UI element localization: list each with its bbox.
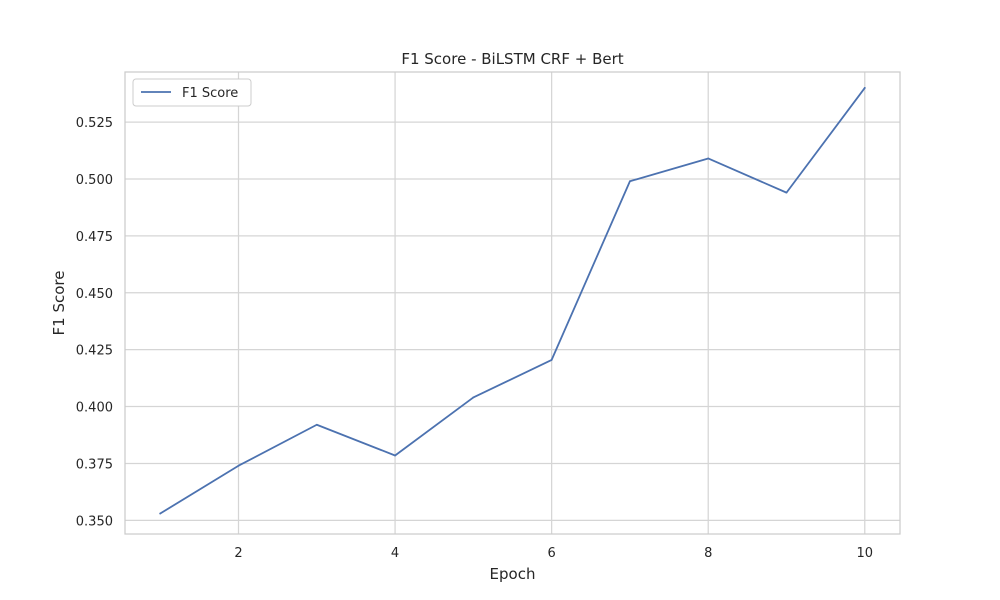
legend: F1 Score bbox=[132, 78, 252, 107]
y-tick-label: 0.375 bbox=[76, 457, 113, 472]
data-point bbox=[159, 512, 162, 515]
data-point bbox=[707, 157, 710, 160]
x-tick-label: 6 bbox=[548, 546, 556, 561]
plot-frame bbox=[124, 71, 901, 535]
y-tick-label: 0.500 bbox=[76, 173, 113, 188]
x-axis-label: Epoch bbox=[490, 565, 536, 583]
data-point bbox=[472, 396, 475, 399]
legend-box bbox=[132, 78, 252, 107]
x-tick-label: 2 bbox=[234, 546, 242, 561]
data-point bbox=[785, 191, 788, 194]
y-tick-label: 0.525 bbox=[76, 116, 113, 131]
y-tick-label: 0.475 bbox=[76, 230, 113, 245]
grid-lines bbox=[125, 72, 900, 534]
x-tick-label: 10 bbox=[856, 546, 873, 561]
y-tick-label: 0.425 bbox=[76, 344, 113, 359]
y-tick-label: 0.450 bbox=[76, 287, 113, 302]
series-line-f1-score bbox=[159, 87, 866, 515]
chart-title: F1 Score - BiLSTM CRF + Bert bbox=[401, 50, 623, 68]
x-axis-ticks: 2 4 6 8 10 bbox=[234, 546, 873, 561]
data-point bbox=[394, 454, 396, 457]
data-point bbox=[237, 464, 240, 467]
y-tick-label: 0.350 bbox=[76, 514, 113, 529]
y-axis-label: F1 Score bbox=[50, 271, 68, 336]
y-axis-ticks: 0.350 0.375 0.400 0.425 0.450 0.475 0.500 0.525 bbox=[76, 116, 113, 529]
data-point bbox=[863, 87, 866, 89]
data-point bbox=[629, 180, 631, 183]
legend-label-f1-score: F1 Score bbox=[182, 86, 238, 101]
x-tick-label: 4 bbox=[391, 546, 399, 561]
series-layer bbox=[159, 87, 866, 515]
data-point bbox=[550, 359, 553, 361]
data-point bbox=[315, 423, 318, 426]
y-tick-label: 0.400 bbox=[76, 401, 113, 416]
x-tick-label: 8 bbox=[704, 546, 712, 561]
